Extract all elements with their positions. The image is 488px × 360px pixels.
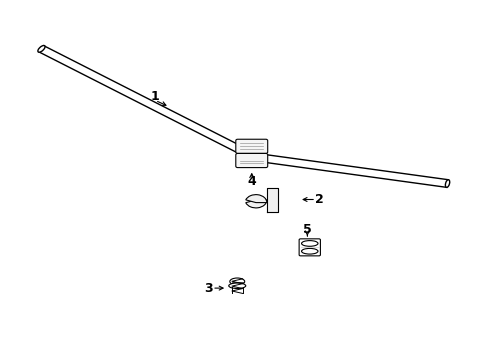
Text: 2: 2: [314, 193, 323, 206]
Wedge shape: [245, 200, 266, 208]
Ellipse shape: [228, 283, 245, 288]
Ellipse shape: [301, 240, 317, 246]
FancyBboxPatch shape: [299, 239, 320, 256]
FancyBboxPatch shape: [235, 153, 267, 168]
Ellipse shape: [229, 278, 244, 285]
Text: 4: 4: [247, 175, 256, 188]
Ellipse shape: [38, 45, 45, 52]
Polygon shape: [253, 153, 447, 187]
Ellipse shape: [301, 248, 317, 254]
Text: 1: 1: [150, 90, 159, 103]
Polygon shape: [39, 46, 256, 160]
Ellipse shape: [445, 180, 449, 188]
Text: 5: 5: [303, 223, 311, 236]
Text: 3: 3: [203, 282, 212, 294]
Polygon shape: [251, 153, 256, 161]
Polygon shape: [266, 188, 277, 212]
FancyBboxPatch shape: [235, 139, 267, 153]
Wedge shape: [245, 195, 266, 203]
